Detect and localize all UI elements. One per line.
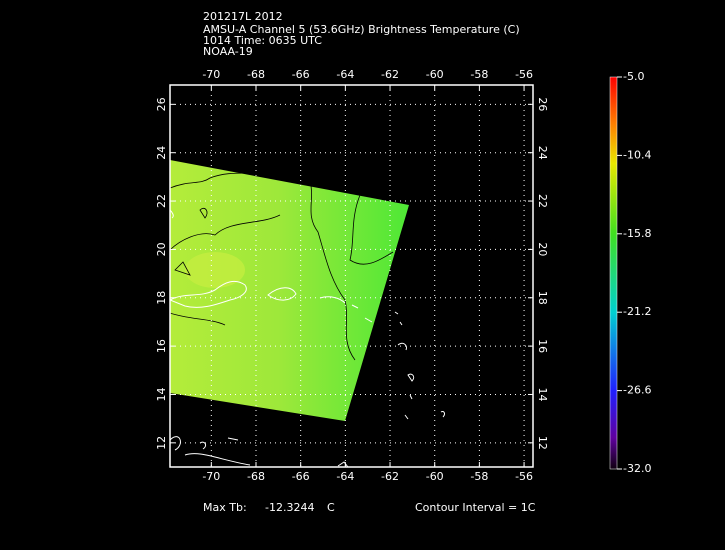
y-tick-label: 16 xyxy=(155,339,168,353)
x-tick-label: -60 xyxy=(426,68,444,81)
header-line: AMSU-A Channel 5 (53.6GHz) Brightness Te… xyxy=(203,23,520,36)
y-tick-label: 14 xyxy=(536,387,549,401)
y-tick-label: 18 xyxy=(155,291,168,305)
map-frame xyxy=(169,84,534,468)
x-tick-label: -66 xyxy=(292,470,310,483)
x-tick-label: -68 xyxy=(247,470,265,483)
x-tick-label: -64 xyxy=(336,68,354,81)
y-tick-label: 12 xyxy=(536,436,549,450)
y-tick-label: 20 xyxy=(155,242,168,256)
warm-area xyxy=(185,252,245,288)
x-tick-label: -60 xyxy=(426,470,444,483)
y-tick-label: 12 xyxy=(155,436,168,450)
x-tick-label: -70 xyxy=(202,68,220,81)
x-tick-label: -66 xyxy=(292,68,310,81)
coastlines xyxy=(170,209,445,467)
contours xyxy=(170,171,394,361)
colorbar-label: -26.6 xyxy=(623,384,651,397)
footer: Max Tb: -12.3244 C Contour Interval = 1C xyxy=(203,501,536,514)
y-tick-label: 22 xyxy=(536,194,549,208)
y-tick-label: 22 xyxy=(155,194,168,208)
y-tick-label: 14 xyxy=(155,387,168,401)
y-tick-label: 18 xyxy=(536,291,549,305)
x-tick-label: -70 xyxy=(202,470,220,483)
y-tick-label: 26 xyxy=(155,97,168,111)
max-value: -12.3244 xyxy=(265,501,314,514)
x-tick-label: -64 xyxy=(336,470,354,483)
x-tick-label: -62 xyxy=(381,470,399,483)
header-line: 1014 Time: 0635 UTC xyxy=(203,34,322,47)
colorbar-label: -21.2 xyxy=(623,305,651,318)
x-tick-label: -58 xyxy=(470,68,488,81)
x-tick-label: -56 xyxy=(515,68,533,81)
x-tick-label: -58 xyxy=(470,470,488,483)
x-tick-label: -68 xyxy=(247,68,265,81)
max-label: Max Tb: xyxy=(203,501,247,514)
y-tick-label: 24 xyxy=(536,146,549,160)
colorbar xyxy=(609,76,618,470)
max-unit: C xyxy=(327,501,335,514)
header-line: 201217L 2012 xyxy=(203,10,283,23)
x-tick-label: -62 xyxy=(381,68,399,81)
y-tick-label: 20 xyxy=(536,242,549,256)
colorbar-label: -15.8 xyxy=(623,227,651,240)
y-tick-label: 26 xyxy=(536,97,549,111)
colorbar-label: -5.0 xyxy=(623,70,644,83)
x-tick-label: -56 xyxy=(515,470,533,483)
swath xyxy=(170,160,409,421)
header-line: NOAA-19 xyxy=(203,45,253,58)
y-tick-label: 24 xyxy=(155,146,168,160)
header: 201217L 2012 AMSU-A Channel 5 (53.6GHz) … xyxy=(203,10,520,58)
map-content xyxy=(170,160,445,467)
colorbar-label: -32.0 xyxy=(623,462,651,475)
colorbar-label: -10.4 xyxy=(623,148,651,161)
y-tick-label: 16 xyxy=(536,339,549,353)
contour-interval: Contour Interval = 1C xyxy=(415,501,536,514)
